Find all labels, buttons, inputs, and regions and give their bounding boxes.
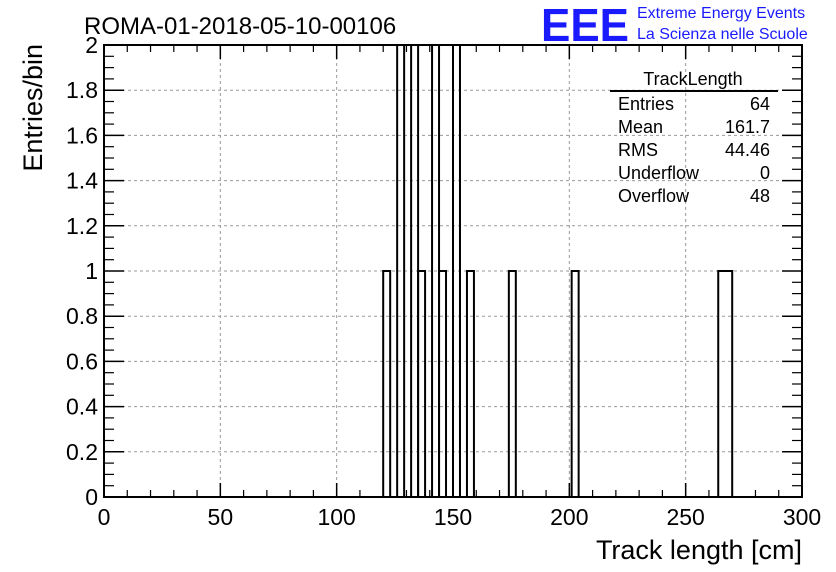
x-tick-label: 0 [98,504,111,530]
stats-row-value: 161.7 [725,117,770,137]
stats-row-label: Overflow [618,186,690,206]
y-tick-label: 1.4 [66,168,98,194]
y-tick-label: 1.2 [66,213,98,239]
histogram-bin [417,270,427,498]
x-tick-label: 50 [208,504,234,530]
stats-row-label: RMS [618,140,658,160]
stats-row-value: 44.46 [725,140,770,160]
stats-box: TrackLength Entries 64 Mean 161.7 RMS 44.46 Un… [610,69,778,206]
y-tick-label: 2 [85,32,98,58]
stats-row-label: Mean [618,117,663,137]
stats-row-label: Entries [618,94,674,114]
y-axis-label: Entries/bin [18,44,48,172]
y-tick-label: 0.2 [66,439,98,465]
histogram-bin [570,270,580,498]
eee-logo-mark: EEE [541,0,629,51]
stats-row-value: 48 [750,186,770,206]
histogram-bin [438,270,448,498]
eee-logo-line2: La Scienza nelle Scuole [637,26,808,43]
y-tick-label: 1 [85,258,98,284]
eee-logo: EEE Extreme Energy Events La Scienza nel… [541,0,808,51]
x-tick-label: 100 [317,504,355,530]
x-tick-label: 250 [666,504,704,530]
y-axis-ticks: 0 0.2 0.4 0.6 0.8 1 1.2 1.4 1.6 1.8 2 [66,32,802,510]
eee-logo-line1: Extreme Energy Events [637,5,805,22]
histogram-bin [717,270,734,498]
x-tick-label: 150 [434,504,472,530]
y-tick-label: 0.4 [66,394,98,420]
y-tick-label: 1.6 [66,122,98,148]
histogram-bin [382,270,392,498]
histogram-bin [507,270,517,498]
x-tick-label: 200 [550,504,588,530]
stats-box-rows: Entries 64 Mean 161.7 RMS 44.46 Underflow 0 Over… [618,94,770,206]
stats-row-label: Underflow [618,163,700,183]
y-tick-label: 0.8 [66,303,98,329]
chart-title: ROMA-01-2018-05-10-00106 [84,13,396,40]
stats-box-title: TrackLength [643,69,742,89]
x-tick-label: 300 [783,504,821,530]
y-tick-label: 0 [85,484,98,510]
histogram-bin [465,270,475,498]
stats-row-value: 64 [750,94,770,114]
y-tick-label: 0.6 [66,348,98,374]
x-axis-label: Track length [cm] [596,535,802,565]
stats-row-value: 0 [760,163,770,183]
y-tick-label: 1.8 [66,77,98,103]
